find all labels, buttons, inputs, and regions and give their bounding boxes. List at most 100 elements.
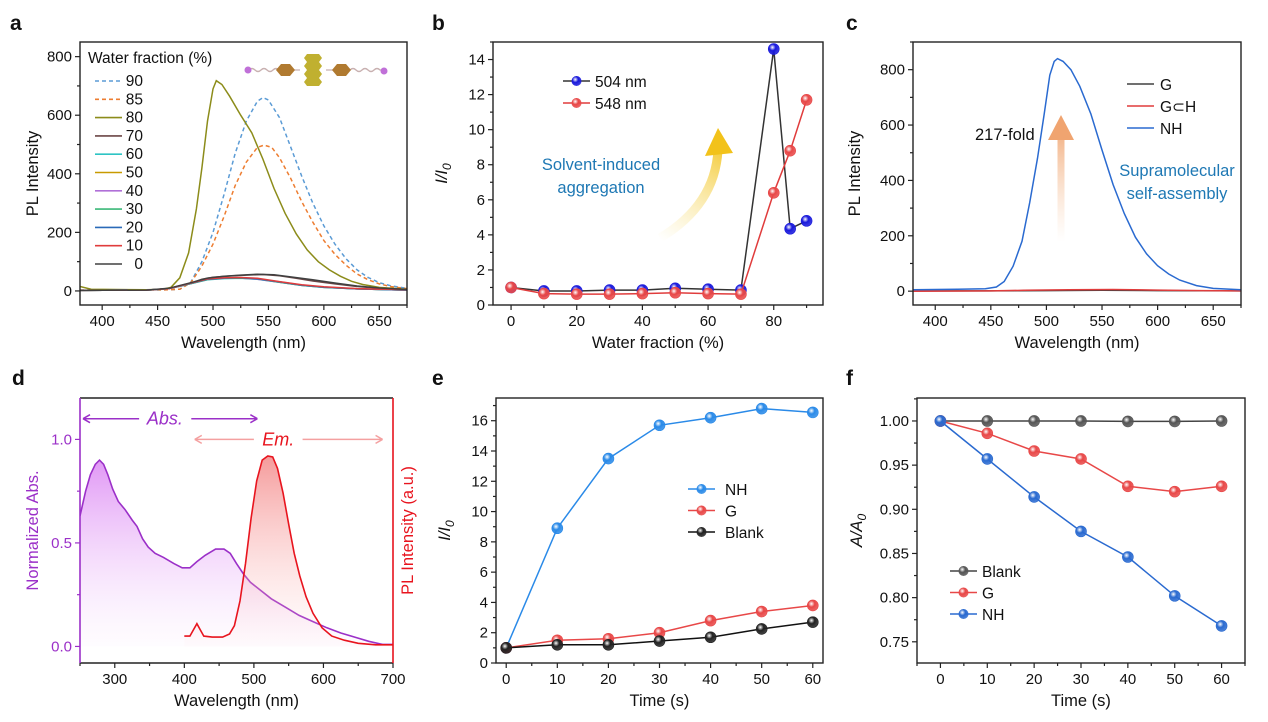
x-tick-label: 0 [507, 313, 515, 330]
data-point [806, 616, 819, 628]
annotation-text: self-assembly [1127, 185, 1229, 203]
y-tick-label: 12 [468, 87, 485, 104]
data-point [500, 642, 513, 654]
data-point [735, 288, 747, 300]
y-tick-label: 600 [47, 107, 72, 124]
y-tick-label: 600 [880, 117, 905, 134]
data-point [602, 452, 615, 465]
y-tick-label: 0.5 [51, 535, 72, 552]
legend-label: 80 [126, 110, 144, 127]
series-Em- [184, 455, 393, 647]
y-tick-label: 0 [477, 297, 485, 314]
aggregation-arrow [657, 149, 723, 242]
curve [80, 96, 407, 291]
y-tick-label: 400 [880, 172, 905, 189]
legend-marker [571, 98, 582, 108]
plot-area [80, 455, 393, 647]
data-point [981, 427, 994, 440]
abs-range-arrow: Abs. [82, 406, 258, 431]
data-point [800, 94, 813, 106]
legend-title: Water fraction (%) [88, 50, 212, 67]
y-tick-label: 400 [47, 166, 72, 183]
data-point [505, 281, 517, 294]
series-G [934, 415, 1228, 498]
x-tick-label: 700 [380, 671, 405, 688]
y-axis-label: I/I0 [436, 520, 457, 541]
panel-b: b 0 20 40 60 80 0 2 4 6 8 10 12 14 Water fraction (%) I… [432, 12, 824, 352]
y-tick-label: 0.80 [880, 590, 909, 607]
data-point [934, 415, 947, 427]
legend: Blank G NH [950, 564, 1021, 624]
plot-area [500, 402, 819, 654]
data-point [755, 623, 768, 635]
y-tick-label: 6 [477, 192, 485, 209]
data-point [1028, 415, 1040, 427]
data-point [1215, 415, 1228, 427]
data-point [653, 635, 666, 647]
data-point [603, 288, 616, 300]
y-tick-label: 200 [880, 228, 905, 245]
legend-marker [958, 566, 969, 576]
x-tick-label: 450 [145, 313, 170, 330]
plot-area [913, 57, 1241, 292]
data-point [1122, 415, 1134, 428]
legend-label: 0 [134, 256, 143, 273]
x-tick-label: 0 [936, 671, 944, 688]
data-point [704, 631, 717, 644]
legend-label: 504 nm [595, 74, 647, 91]
x-tick-label: 400 [90, 313, 115, 330]
y-axis-label: I/I0 [433, 163, 454, 184]
molecule-illustration [244, 54, 388, 86]
data-point [981, 415, 994, 427]
data-point [669, 286, 682, 299]
curve [913, 57, 1241, 291]
x-tick-label: 10 [549, 671, 566, 688]
legend: G G⊂H NH [1127, 77, 1196, 138]
plot-frame [495, 397, 824, 664]
y-tick-label: 10 [471, 504, 488, 521]
x-axis-label: Time (s) [630, 692, 690, 710]
x-axis-label: Wavelength (nm) [1014, 334, 1139, 352]
y-axis-label: PL Intensity [24, 130, 42, 216]
x-tick-label: 600 [311, 313, 336, 330]
x-tick-label: 400 [172, 671, 197, 688]
y-tick-label: 14 [471, 443, 488, 460]
y-axis-label-main: A/A [848, 521, 866, 549]
data-point [1075, 415, 1087, 427]
y-axis-label-subscript: 0 [855, 514, 869, 521]
y-axis-label: PL Intensity [846, 130, 864, 216]
curve [913, 288, 1241, 292]
panel-letter: b [432, 12, 445, 35]
y-tick-label: 16 [471, 413, 488, 430]
x-tick-label: 80 [765, 313, 782, 330]
legend: 504 nm 548 nm [563, 74, 647, 113]
y-tick-label: 0.95 [880, 457, 909, 474]
panel-letter: c [846, 12, 858, 35]
legend-label: 85 [126, 91, 143, 108]
legend-label: G [1160, 77, 1172, 94]
y-tick-label: 6 [480, 564, 488, 581]
y-tick-label: 4 [480, 594, 488, 611]
legend-marker [958, 609, 969, 619]
data-point [981, 453, 994, 465]
y-tick-label: 2 [480, 625, 488, 642]
legend-label: G⊂H [1160, 99, 1196, 116]
data-point [1075, 525, 1087, 538]
legend-label: 20 [126, 219, 144, 236]
arrowhead [705, 128, 733, 156]
y-tick-label: 0.0 [51, 638, 72, 655]
series-10 [80, 276, 407, 292]
y-axis-label: A/A0 [848, 514, 869, 549]
x-tick-label: 50 [753, 671, 770, 688]
data-point [653, 419, 666, 432]
x-axis-label: Wavelength (nm) [174, 692, 299, 710]
x-tick-label: 550 [256, 313, 281, 330]
plot-area [505, 43, 813, 300]
data-point [1122, 480, 1134, 493]
legend-marker [571, 76, 582, 86]
annotation-text: aggregation [557, 179, 644, 197]
curve [80, 144, 407, 291]
data-point [1122, 551, 1134, 563]
data-point [704, 411, 717, 424]
